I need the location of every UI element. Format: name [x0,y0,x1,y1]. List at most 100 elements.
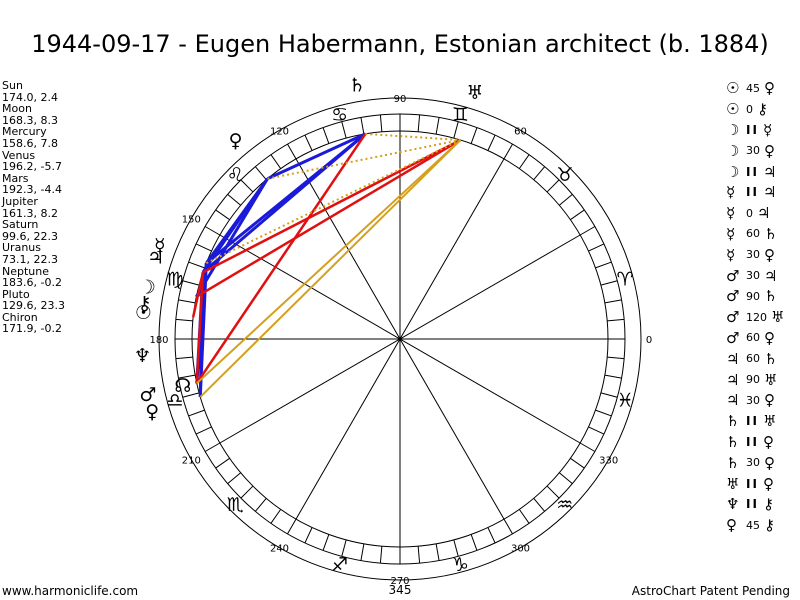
aspect-planet-a: ☽ [726,162,740,181]
aspect-type: 30 [746,393,760,407]
planet-name-neptune: Neptune [2,264,50,278]
aspect-planet-b: ♅ [762,412,777,431]
aspect-planet-b: ☿ [762,120,773,139]
degree-tick [417,546,421,564]
aspect-row: ♃ 30 ♀ [726,390,800,411]
planet-position-neptune: 183.6, -0.2 [2,276,62,290]
degree-tick [417,114,421,132]
aspect-line-saturn-uranus [365,132,461,141]
aspect-line-pluto-moon [195,177,269,298]
aspect-planet-b: ♃ [762,183,777,202]
aspect-planet-b: ♀ [764,453,775,472]
planet-name-uranus: Uranus [2,241,41,255]
planet-position-moon: 168.3, 8.3 [2,113,58,127]
zodiac-sign-glyph: ♉ [556,164,573,186]
degree-label: 0 [646,335,652,346]
planet-position-pluto: 129.6, 23.3 [2,299,65,313]
aspect-line-saturn-pluto [266,132,366,181]
aspect-planet-b: ⚷ [764,516,775,535]
aspect-planet-b: ♀ [764,79,775,98]
degree-tick [435,117,440,135]
degree-tick [270,509,282,524]
degree-tick [435,543,440,561]
planet-glyph-neptune: ♆ [134,345,151,367]
planet-position-sun: 174.0, 2.4 [2,90,58,104]
degree-tick [304,527,313,544]
aspect-planet-b: ♅ [764,370,778,389]
planet-glyph-sun: ☉ [135,302,152,324]
aspect-row: ☿ 0 ♃ [726,203,800,224]
aspect-row: ♂ 90 ♄ [726,286,800,307]
planet-glyph-mars: ♂ [139,384,156,406]
zodiac-sign-glyph: ♓ [617,389,634,411]
aspect-line-mercury-uranus [205,139,461,265]
degree-label: 120 [270,126,289,137]
aspect-planet-b: ♃ [762,162,777,181]
aspect-type: II [746,122,759,137]
degree-tick [559,193,573,206]
chart-title: 1944-09-17 - Eugen Habermann, Estonian a… [31,30,769,58]
aspect-planet-a: ♂ [726,308,740,327]
aspect-planet-a: ☉ [726,100,740,119]
degree-tick [379,546,383,564]
degree-tick [600,280,618,286]
degree-tick [215,457,230,469]
aspect-type: 120 [746,310,767,324]
aspect-row: ☽ II ♃ [726,161,800,182]
degree-tick [453,121,459,139]
degree-tick [533,166,546,180]
aspect-type: II [746,164,759,179]
aspect-type: 0 [746,206,753,220]
degree-label: 150 [182,215,201,226]
degree-tick [322,534,330,551]
degree-tick [188,261,205,269]
aspect-planet-a: ♃ [726,391,740,410]
degree-tick [178,374,196,379]
degree-label: 210 [182,456,201,467]
degree-tick [588,243,605,252]
degree-tick [182,280,200,286]
planet-name-chiron: Chiron [2,310,38,324]
zodiac-sign-glyph: ♊ [452,104,469,126]
aspect-planet-a: ☽ [726,120,740,139]
aspect-planet-a: ♃ [726,349,740,368]
degree-tick [546,179,560,193]
degree-tick [607,318,625,322]
zodiac-sign-glyph: ♐ [331,554,348,576]
degree-tick [341,539,347,557]
planet-position-chiron: 171.9, -0.2 [2,322,62,336]
aspect-row: ♂ 30 ♃ [726,265,800,286]
degree-tick [503,518,513,535]
aspect-type: 60 [746,331,760,345]
planet-glyph-saturn: ♄ [348,75,365,97]
aspect-planet-a: ♀ [726,516,737,535]
aspect-type: II [746,414,759,429]
aspect-planet-b: ♅ [771,308,785,327]
zodiac-sign-glyph: ♑ [452,554,469,576]
planet-glyph-mercury: ☿ [154,235,166,257]
planet-name-pluto: Pluto [2,287,30,301]
planet-glyph-venus: ♀ [145,401,159,423]
aspect-planet-a: ♄ [726,453,740,472]
zodiac-sign-glyph: ♋ [331,104,348,126]
degree-tick [240,179,254,193]
patent-notice: AstroChart Patent Pending [631,584,790,598]
aspect-type: 60 [746,352,760,366]
zodiac-sign-glyph: ♍ [166,269,183,291]
node-glyph: ☊ [174,375,191,397]
aspect-row: ☿ 60 ♄ [726,224,800,245]
degree-tick [204,442,221,452]
degree-tick [304,134,313,151]
aspect-row: ♃ 90 ♅ [726,369,800,390]
aspect-row: ♅ II ♀ [726,473,800,494]
aspect-row: ☿ 30 ♀ [726,244,800,265]
website-footer-link[interactable]: www.harmoniclife.com [2,584,139,598]
degree-tick [570,209,585,221]
aspect-planet-b: ♀ [762,474,774,493]
degree-tick [254,166,267,180]
planet-name-mars: Mars [2,171,29,185]
degree-tick [178,299,196,304]
aspect-row: ♂ 60 ♀ [726,328,800,349]
degree-label: 60 [514,126,527,137]
degree-tick [188,409,205,417]
